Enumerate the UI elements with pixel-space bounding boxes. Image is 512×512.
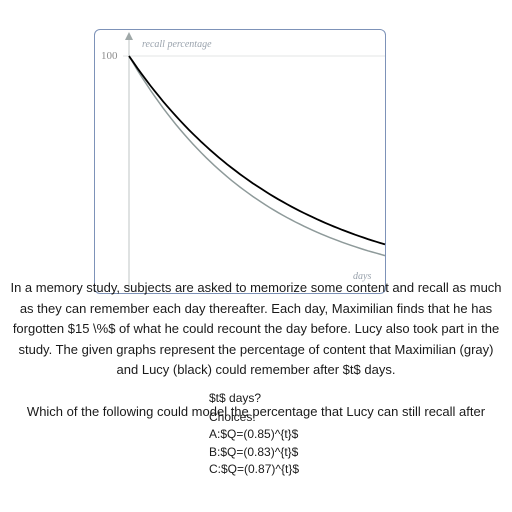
question-text: In a memory study, subjects are asked to… xyxy=(10,280,502,377)
choices-list: A:$Q=(0.85)^{t}$ B:$Q=(0.83)^{t}$ C:$Q=(… xyxy=(209,426,299,479)
question-subtext: $t$ days? xyxy=(209,391,262,405)
choice-a[interactable]: A:$Q=(0.85)^{t}$ xyxy=(209,427,299,441)
question-ask: Which of the following could model the p… xyxy=(26,404,486,419)
x-axis-label: days xyxy=(353,271,371,282)
choice-b[interactable]: B:$Q=(0.83)^{t}$ xyxy=(209,444,299,459)
y-tick-label-100: 100 xyxy=(101,50,118,62)
y-axis-label: recall percentage xyxy=(142,39,212,50)
y-axis-arrow xyxy=(125,32,133,40)
series-layer xyxy=(128,55,386,257)
choice-c[interactable]: C:$Q=(0.87)^{t}$ xyxy=(209,462,300,476)
choices-label: Choices: xyxy=(209,410,256,424)
chart-frame: 100 recall percentage days xyxy=(94,29,386,294)
series-line-black xyxy=(128,55,386,246)
chart-svg: 100 recall percentage days xyxy=(101,32,386,292)
series-line-gray xyxy=(128,55,386,257)
